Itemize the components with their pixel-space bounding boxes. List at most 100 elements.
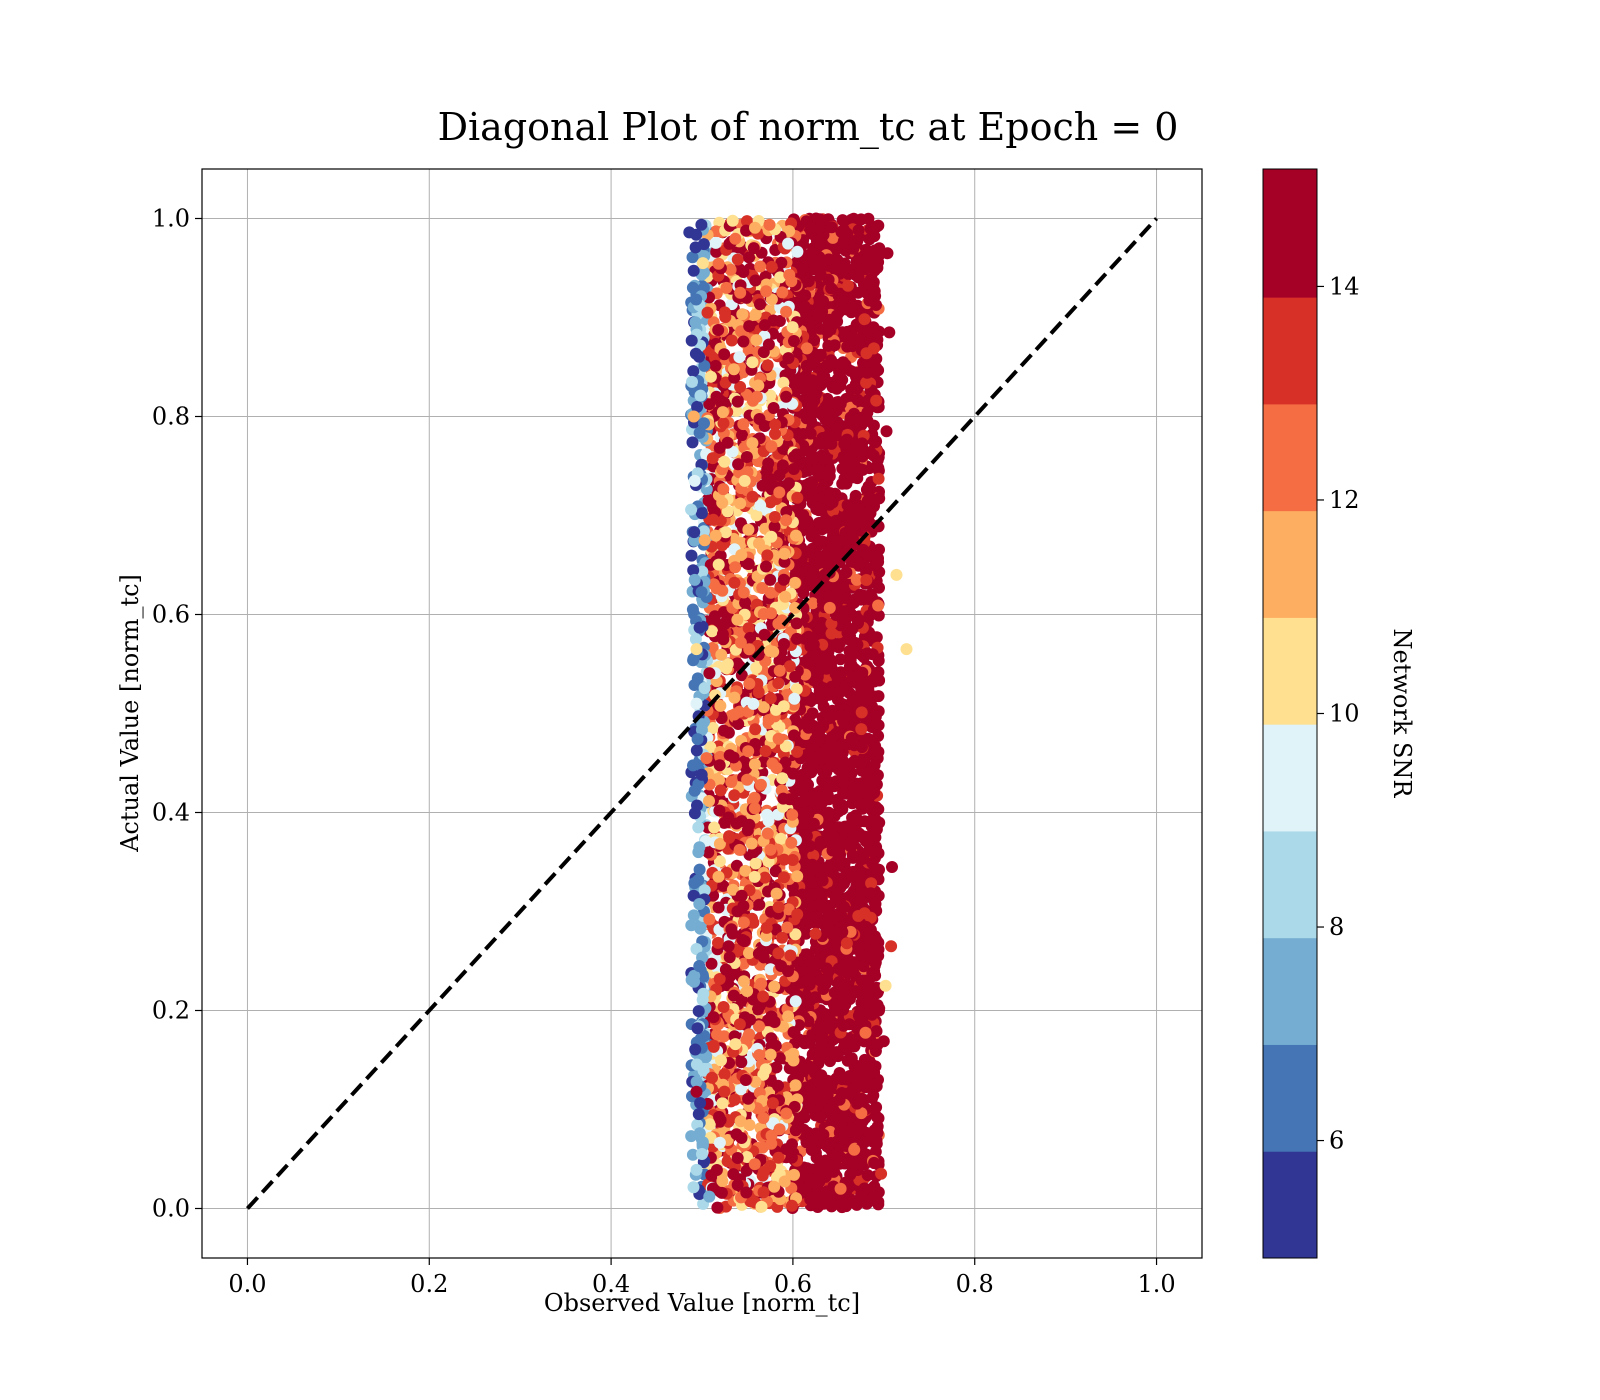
- scatter-point: [835, 898, 848, 911]
- scatter-point: [806, 707, 819, 720]
- scatter-point: [847, 865, 860, 878]
- scatter-point: [809, 737, 821, 750]
- scatter-point: [773, 1123, 786, 1136]
- scatter-point: [818, 453, 830, 466]
- scatter-point: [849, 489, 862, 502]
- scatter-point: [848, 468, 861, 481]
- scatter-point: [827, 777, 840, 790]
- scatter-point: [868, 285, 881, 298]
- scatter-point: [856, 741, 868, 754]
- scatter-point: [789, 670, 802, 683]
- scatter-point: [802, 974, 815, 987]
- scatter-point: [873, 492, 886, 505]
- scatter-point: [857, 960, 870, 973]
- scatter-point: [867, 1089, 880, 1102]
- scatter-point: [704, 370, 717, 383]
- scatter-point: [818, 863, 831, 876]
- scatter-point: [840, 566, 853, 579]
- scatter-point: [813, 222, 826, 235]
- scatter-point: [788, 335, 800, 347]
- scatter-point: [825, 627, 838, 640]
- scatter-point: [782, 237, 795, 250]
- scatter-point: [790, 632, 803, 645]
- scatter-point: [767, 314, 780, 327]
- scatter-point: [787, 463, 800, 475]
- scatter-point: [729, 561, 742, 574]
- scatter-point: [858, 313, 871, 326]
- scatter-point: [868, 1156, 881, 1169]
- scatter-point: [813, 504, 825, 517]
- scatter-point: [836, 462, 849, 475]
- scatter-point: [860, 565, 873, 578]
- scatter-point: [816, 874, 829, 887]
- scatter-point: [768, 511, 781, 523]
- scatter-point: [870, 1025, 883, 1038]
- scatter-point: [822, 339, 835, 352]
- scatter-point: [852, 224, 865, 237]
- scatter-point: [703, 1118, 716, 1131]
- scatter-point: [822, 467, 835, 480]
- scatter-point: [817, 1042, 830, 1055]
- scatter-point: [864, 507, 877, 520]
- scatter-point: [845, 888, 858, 901]
- scatter-point: [784, 949, 797, 962]
- scatter-point: [728, 576, 741, 589]
- scatter-point: [832, 962, 845, 975]
- scatter-point: [837, 762, 850, 775]
- scatter-point: [848, 1143, 861, 1156]
- scatter-point: [716, 584, 729, 597]
- scatter-point: [872, 719, 885, 732]
- scatter-point: [708, 821, 721, 834]
- scatter-point: [718, 455, 731, 468]
- scatter-point: [847, 790, 860, 803]
- scatter-point: [816, 682, 829, 695]
- scatter-point: [845, 306, 858, 319]
- scatter-point: [844, 653, 857, 666]
- scatter-point: [797, 372, 810, 385]
- scatter-point: [835, 910, 848, 923]
- scatter-point: [853, 1095, 866, 1108]
- scatter-point: [844, 295, 857, 308]
- scatter-point: [835, 295, 848, 307]
- scatter-point: [842, 279, 854, 292]
- scatter-point: [728, 708, 741, 721]
- scatter-point: [762, 814, 775, 827]
- scatter-point: [816, 694, 829, 706]
- scatter-point: [791, 908, 804, 921]
- scatter-point: [872, 1112, 885, 1125]
- scatter-point: [860, 548, 873, 561]
- scatter-point: [858, 1182, 871, 1195]
- scatter-point: [872, 609, 885, 622]
- scatter-point: [723, 831, 736, 844]
- scatter-point: [834, 397, 847, 410]
- scatter-point: [712, 936, 724, 949]
- scatter-point: [852, 286, 865, 299]
- scatter-point: [830, 727, 843, 740]
- scatter-point: [803, 752, 816, 765]
- scatter-point: [865, 783, 878, 795]
- scatter-point: [836, 1073, 849, 1086]
- scatter-point: [791, 491, 804, 504]
- scatter-point: [828, 1004, 841, 1017]
- scatter-point: [803, 1036, 816, 1049]
- scatter-point: [847, 697, 860, 710]
- scatter-point: [832, 859, 845, 872]
- scatter-point: [861, 647, 873, 660]
- scatter-point: [873, 581, 885, 594]
- scatter-point: [738, 935, 751, 948]
- scatter-point: [863, 491, 876, 503]
- scatter-point: [799, 289, 812, 302]
- scatter-point: [800, 215, 813, 228]
- scatter-point: [858, 978, 871, 991]
- scatter-point: [853, 777, 866, 790]
- scatter-point: [870, 394, 883, 407]
- scatter-point: [788, 377, 801, 390]
- scatter-point: [823, 1197, 835, 1210]
- scatter-point: [866, 630, 878, 643]
- scatter-point: [789, 1124, 802, 1137]
- scatter-point: [852, 616, 864, 629]
- scatter-point: [864, 222, 877, 235]
- scatter-point: [767, 402, 780, 414]
- scatter-point: [802, 807, 815, 820]
